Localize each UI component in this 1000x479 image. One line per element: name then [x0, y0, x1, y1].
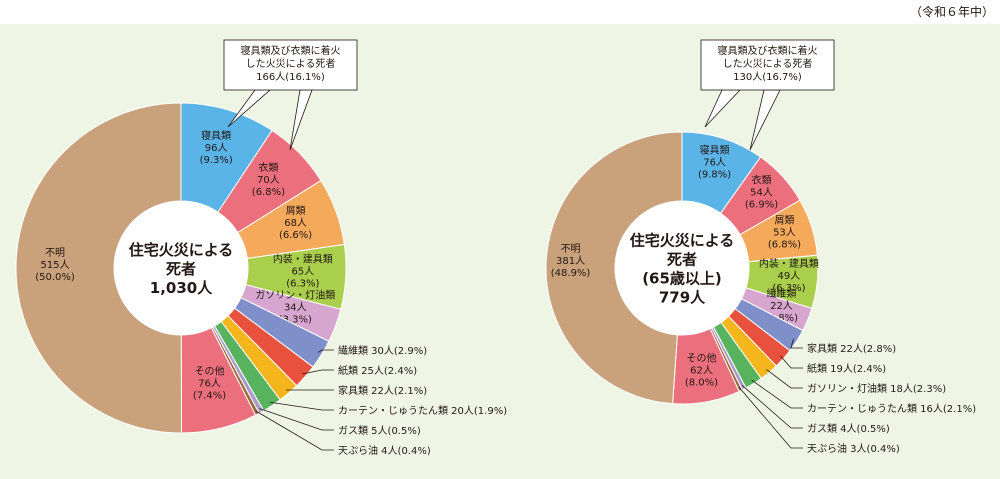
slice-label-interior: 内装・建具類 65人(6.3%) — [273, 253, 333, 290]
outside-label-paper: 紙類 19人(2.4%) — [807, 362, 886, 375]
outside-label-paper: 紙類 25人(2.4%) — [338, 364, 417, 377]
outside-label-gasoline: ガソリン・灯油類 18人(2.3%) — [807, 382, 946, 395]
center-circle — [615, 201, 749, 335]
leader-line-tempura — [255, 410, 334, 451]
header-note-bar: （令和６年中） — [0, 0, 1000, 24]
slice-label-waste: 屑類 53人(6.8%) — [768, 214, 801, 250]
slice-label-other: その他 62人(8.0%) — [685, 352, 718, 389]
slice-label-bedding: 寝具類 96人(9.3%) — [200, 129, 233, 166]
leader-line-gas — [259, 408, 334, 431]
center-circle — [114, 201, 248, 335]
slice-label-interior: 内装・建具類 49人(6.3%) — [759, 257, 819, 294]
outside-label-tempura: 天ぷら油 3人(0.4%) — [807, 442, 900, 455]
leader-line-paper — [302, 369, 334, 375]
outside-label-tempura: 天ぷら油 4人(0.4%) — [338, 444, 431, 457]
leader-line-tempura — [738, 386, 803, 449]
slice-label-other: その他 76人(7.4%) — [193, 365, 226, 402]
outside-label-gas: ガス類 5人(0.5%) — [338, 425, 421, 437]
callout-box — [223, 39, 358, 91]
slice-label-clothing: 衣類 54人(6.9%) — [745, 174, 778, 211]
outside-label-curtain: カーテン・じゅうたん類 20人(1.9%) — [338, 405, 507, 417]
center-label: 住宅火災による死者 1,030人 — [129, 241, 234, 297]
leader-line-curtain — [751, 379, 803, 409]
outside-label-gas: ガス類 4人(0.5%) — [807, 423, 890, 435]
leader-line-paper — [780, 355, 803, 369]
donut-chart-1: 寝具類 96人(9.3%) 衣類 70人(6.8%) 屑類 68人(6.6%) 内装・建具類… — [15, 39, 507, 457]
donut-chart-2: 寝具類 76人(9.8%) 衣類 54人(6.9%)屑類 53人(6.8%) 内装・建具類… — [545, 39, 976, 455]
leader-line-furniture — [790, 338, 803, 349]
outside-label-furniture: 家具類 22人(2.8%) — [807, 342, 896, 355]
callout-pointer — [704, 89, 741, 128]
outside-label-fiber: 繊維類 30人(2.9%) — [338, 344, 427, 357]
leader-line-gasoline — [766, 369, 803, 389]
slice-label-fiber: 繊維類 22人(2.8%) — [765, 287, 798, 324]
leader-line-curtain — [269, 401, 334, 411]
slice-label-bedding: 寝具類 76人(9.8%) — [698, 144, 731, 181]
slice-label-waste: 屑類 68人(6.6%) — [279, 205, 312, 241]
callout-pointer — [289, 89, 313, 151]
callout-pointer — [749, 89, 781, 151]
outside-label-furniture: 家具類 22人(2.1%) — [338, 384, 427, 397]
leader-line-fiber — [317, 349, 334, 353]
period-note: （令和６年中） — [909, 5, 994, 19]
callout-text: 寝具類及び衣類に着火した火災による死者 166人(16.1%) — [241, 44, 341, 83]
outside-label-curtain: カーテン・じゅうたん類 16人(2.1%) — [807, 403, 976, 415]
slice-label-clothing: 衣類 70人(6.8%) — [252, 161, 285, 198]
center-label: 住宅火災による死者(65歳以上) 779人 — [630, 232, 735, 307]
leader-line-gas — [742, 385, 803, 429]
slice-label-gasoline: ガソリン・灯油類 34人(3.3%) — [255, 289, 335, 326]
slice-label-unknown: 不明 515人(50.0%) — [35, 247, 75, 283]
callout-box — [700, 39, 835, 91]
callout-text: 寝具類及び衣類に着火した火災による死者 130人(16.7%) — [718, 44, 818, 83]
slice-label-unknown: 不明 381人(48.9%) — [551, 243, 591, 279]
